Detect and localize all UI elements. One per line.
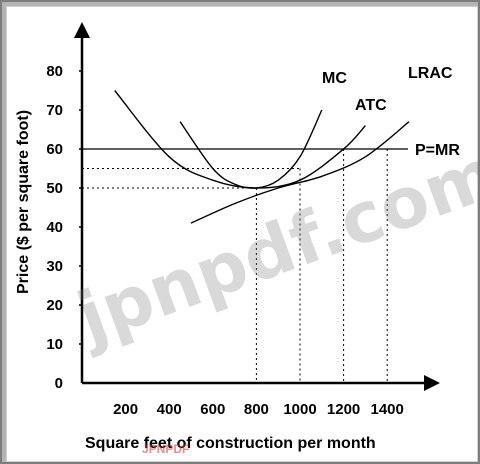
y-tick-label: 0 [55,375,63,392]
figure-panel [6,6,478,462]
y-tick-label: 10 [46,336,63,353]
y-axis-title: Price ($ per square foot) [15,110,32,294]
y-axis-arrow [74,22,90,38]
curve-label-mc: MC [322,70,347,87]
curve-label-atc: ATC [355,97,387,114]
curve-label-lrac: LRAC [408,65,453,82]
watermark-logo: JPNPDF [142,442,189,456]
curve-atc [114,90,366,189]
y-tick-label: 20 [46,297,63,314]
y-tick-label: 50 [46,180,63,197]
x-tick-label: 600 [200,401,225,418]
x-tick-label: 200 [113,401,138,418]
curve-lrac [190,121,410,224]
y-tick-label: 40 [46,219,63,236]
x-tick-label: 1400 [371,401,404,418]
x-tick-label: 1000 [283,401,316,418]
y-tick-label: 30 [46,258,63,275]
curves [82,90,410,224]
axes [74,22,440,391]
x-axis-arrow [424,375,440,391]
watermark-text: jpnpdf.com [65,132,480,361]
x-tick-label: 400 [157,401,182,418]
labels: 0 10 20 30 40 50 60 70 80 200 400 600 800 1000 1200 140… [15,63,460,452]
x-tick-label: 800 [244,401,269,418]
x-axis-title: Square feet of construction per month [85,435,376,452]
y-tick-label: 80 [46,63,63,80]
y-tick-label: 60 [46,141,63,158]
x-tick-label: 1200 [327,401,360,418]
price-line-label: P=MR [415,142,460,159]
y-tick-label: 70 [46,102,63,119]
